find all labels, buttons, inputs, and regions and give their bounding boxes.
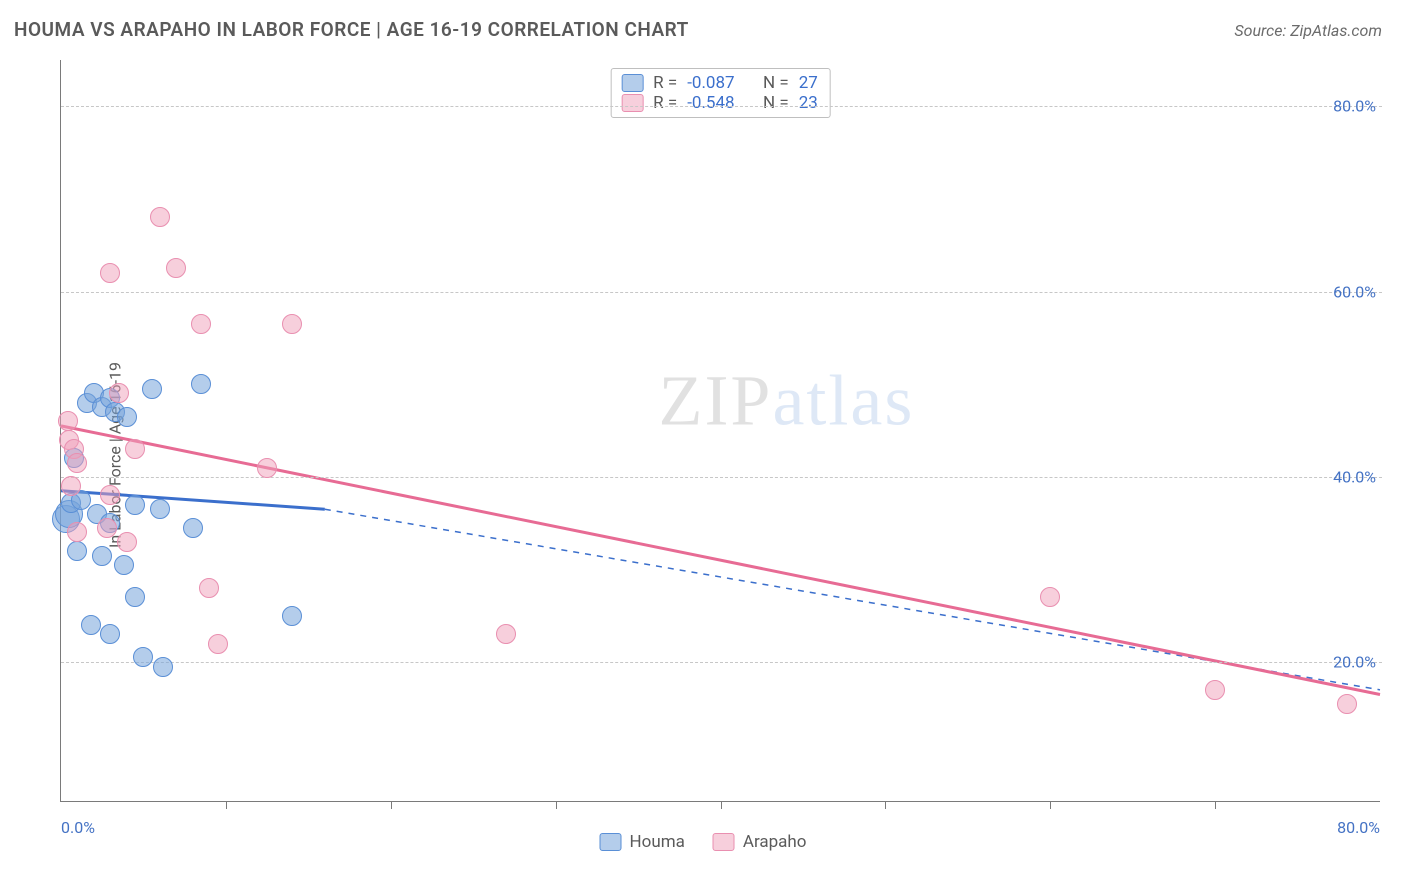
n-label: N = [763, 93, 789, 113]
data-point-arapaho [166, 258, 186, 278]
data-point-arapaho [100, 485, 120, 505]
x-tick [1050, 801, 1051, 809]
legend-swatch [713, 833, 735, 851]
x-tick [1215, 801, 1216, 809]
data-point-houma [183, 518, 203, 538]
x-tick [391, 801, 392, 809]
legend-item: Houma [600, 832, 685, 852]
n-value: 23 [799, 93, 818, 113]
correlation-stats-box: R = -0.087 N = 27R = -0.548 N = 23 [610, 68, 831, 118]
series-legend: Houma Arapaho [600, 832, 807, 852]
data-point-houma [133, 647, 153, 667]
x-tick [721, 801, 722, 809]
data-point-houma [117, 407, 137, 427]
data-point-houma [282, 606, 302, 626]
chart-area: In Labor Force | Age 16-19 ZIPatlas R = … [14, 52, 1392, 858]
legend-swatch [600, 833, 622, 851]
y-tick-label: 80.0% [1333, 97, 1376, 116]
stats-swatch-arapaho [621, 94, 643, 112]
data-point-arapaho [58, 411, 78, 431]
data-point-arapaho [496, 624, 516, 644]
data-point-arapaho [199, 578, 219, 598]
y-tick-label: 60.0% [1333, 282, 1376, 301]
legend-item: Arapaho [713, 832, 807, 852]
data-point-houma [142, 379, 162, 399]
plot-region: ZIPatlas R = -0.087 N = 27R = -0.548 N =… [60, 60, 1380, 802]
n-value: 27 [799, 73, 818, 93]
data-point-houma [153, 657, 173, 677]
stats-row-houma: R = -0.087 N = 27 [621, 73, 818, 93]
data-point-houma [150, 499, 170, 519]
data-point-houma [191, 374, 211, 394]
data-point-houma [67, 541, 87, 561]
chart-source: Source: ZipAtlas.com [1234, 21, 1382, 40]
stats-row-arapaho: R = -0.548 N = 23 [621, 93, 818, 113]
gridline [61, 106, 1382, 107]
data-point-arapaho [1040, 587, 1060, 607]
data-point-arapaho [282, 314, 302, 334]
data-point-houma [114, 555, 134, 575]
data-point-houma [92, 546, 112, 566]
gridline [61, 662, 1382, 663]
r-label: R = [653, 73, 677, 93]
data-point-arapaho [100, 263, 120, 283]
data-point-arapaho [67, 453, 87, 473]
x-tick-label: 80.0% [1337, 818, 1380, 837]
data-point-houma [100, 624, 120, 644]
data-point-arapaho [67, 522, 87, 542]
data-point-houma [125, 587, 145, 607]
gridline [61, 292, 1382, 293]
chart-title: HOUMA VS ARAPAHO IN LABOR FORCE | AGE 16… [14, 18, 689, 41]
data-point-arapaho [1337, 694, 1357, 714]
data-point-arapaho [125, 439, 145, 459]
data-point-arapaho [257, 458, 277, 478]
chart-header: HOUMA VS ARAPAHO IN LABOR FORCE | AGE 16… [0, 0, 1406, 49]
data-point-houma [125, 495, 145, 515]
r-value: -0.087 [687, 73, 734, 93]
data-point-houma [81, 615, 101, 635]
stats-swatch-houma [621, 74, 643, 92]
source-name: ZipAtlas.com [1290, 21, 1382, 40]
r-label: R = [653, 93, 677, 113]
y-tick-label: 40.0% [1333, 467, 1376, 486]
y-tick-label: 20.0% [1333, 653, 1376, 672]
data-point-arapaho [208, 634, 228, 654]
n-label: N = [763, 73, 789, 93]
legend-label: Houma [630, 832, 685, 852]
data-point-arapaho [1205, 680, 1225, 700]
x-tick [885, 801, 886, 809]
source-prefix: Source: [1234, 21, 1290, 40]
r-value: -0.548 [687, 93, 734, 113]
x-tick-label: 0.0% [61, 818, 95, 837]
data-point-arapaho [61, 476, 81, 496]
data-point-arapaho [150, 207, 170, 227]
data-point-arapaho [97, 518, 117, 538]
x-tick [226, 801, 227, 809]
trend-lines-layer [61, 60, 1380, 801]
data-point-arapaho [117, 532, 137, 552]
legend-label: Arapaho [743, 832, 807, 852]
data-point-arapaho [191, 314, 211, 334]
gridline [61, 477, 1382, 478]
x-tick [556, 801, 557, 809]
data-point-arapaho [109, 383, 129, 403]
